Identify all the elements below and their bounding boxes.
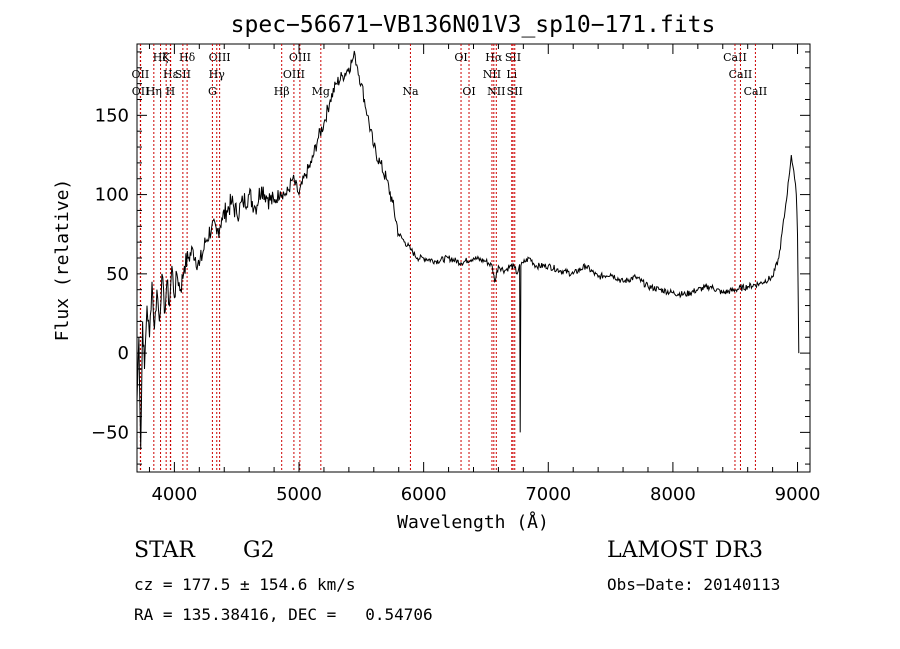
y-tick-label-150: 150 [95, 105, 129, 126]
line-label-OIII-b: OIII [289, 51, 311, 64]
line-label-Heta: Hη [146, 85, 162, 98]
line-label-SII-a: SII [505, 51, 521, 64]
line-label-OII: OII [132, 68, 150, 81]
line-label-CaII-c: CaII [744, 85, 768, 98]
line-label-Ca-H: H [166, 85, 176, 98]
y-tick-label--50: −50 [91, 422, 129, 443]
line-label-OII-b: OII [132, 85, 150, 98]
y-tick-label-0: 0 [118, 343, 129, 364]
line-label-OIII-c: OIII [283, 68, 305, 81]
y-tick-label-100: 100 [95, 185, 129, 206]
line-label-SII-4068: SII [175, 68, 191, 81]
line-label-OI-a: OI [454, 51, 467, 64]
line-label-NII-a: NII [483, 68, 501, 81]
line-label-Na: Na [402, 85, 419, 98]
line-label-Ha6: Hζ [153, 51, 169, 64]
coordinates: RA = 135.38416, DEC = 0.54706 [134, 605, 433, 624]
observation-date: Obs−Date: 20140113 [607, 575, 781, 594]
line-label-G: G [208, 85, 217, 98]
x-tick-label-7000: 7000 [525, 484, 571, 505]
line-label-Hd: Hδ [179, 51, 196, 64]
line-label-CaII-a: CaII [723, 51, 747, 64]
line-label-CaII-b: CaII [729, 68, 753, 81]
line-label-NII-b: NII [487, 85, 505, 98]
survey-label: LAMOST DR3 [607, 538, 763, 563]
line-label-SII-b: SII [507, 85, 523, 98]
object-subclass: G2 [243, 538, 275, 563]
object-class: STAR [134, 538, 195, 563]
line-label-OIII-a: OIII [209, 51, 231, 64]
x-tick-label-5000: 5000 [276, 484, 322, 505]
x-tick-label-8000: 8000 [650, 484, 696, 505]
line-label-Mg: Mg [312, 85, 330, 98]
redshift-velocity: cz = 177.5 ± 154.6 km/s [134, 575, 356, 594]
x-tick-label-6000: 6000 [401, 484, 447, 505]
line-label-OI-b: OI [462, 85, 475, 98]
spectrum-series [136, 50, 800, 449]
y-tick-label-50: 50 [106, 264, 129, 285]
chart-title: spec−56671−VB136N01V3_sp10−171.fits [231, 12, 716, 38]
line-label-Hbeta: Hβ [274, 85, 290, 98]
line-label-Hepsilon: Hε [163, 68, 179, 81]
x-tick-label-4000: 4000 [151, 484, 197, 505]
line-label-Ha: Hα [485, 51, 503, 64]
x-tick-label-9000: 9000 [775, 484, 821, 505]
line-label-Ca-K: K [162, 51, 171, 64]
x-axis-label: Wavelength (Å) [397, 511, 549, 533]
y-axis-label: Flux (relative) [52, 179, 73, 342]
line-label-Hgamma: Hγ [209, 68, 226, 81]
line-label-Li: Li [506, 68, 517, 81]
